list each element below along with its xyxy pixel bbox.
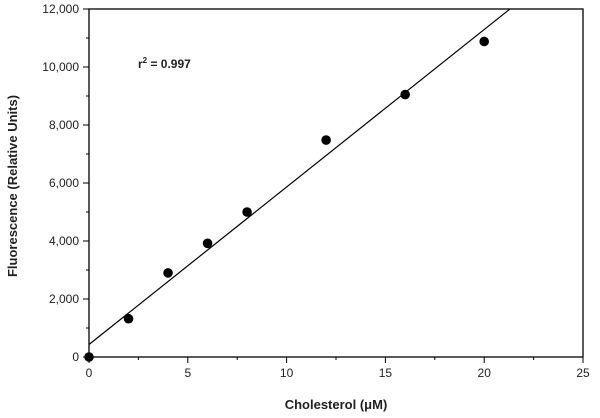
r-squared-annotation: r2 = 0.997 (138, 56, 191, 71)
y-axis-ticks: 0 2,000 4,000 6,000 8,000 10,000 12,000 (42, 2, 89, 364)
data-point (202, 238, 213, 249)
r-squared-exponent: 2 (143, 56, 148, 65)
x-axis-ticks: 0 5 10 15 20 25 (86, 357, 590, 380)
fit-line-group (88, 8, 511, 345)
x-tick-label: 15 (379, 366, 393, 380)
y-tick-label: 6,000 (49, 176, 79, 190)
data-point (321, 135, 331, 145)
r-squared-symbol: r (138, 57, 143, 71)
regression-line (88, 8, 511, 345)
data-point (163, 268, 173, 278)
data-point (123, 313, 134, 324)
y-tick-label: 0 (72, 350, 79, 364)
data-point (242, 207, 252, 217)
y-tick-label: 2,000 (49, 292, 79, 306)
y-axis-title: Fluorescence (Relative Units) (5, 95, 20, 277)
y-tick-label: 4,000 (49, 234, 79, 248)
y-tick-label: 12,000 (42, 2, 79, 16)
y-tick-label: 8,000 (49, 118, 79, 132)
x-tick-label: 20 (478, 366, 492, 380)
data-point (400, 89, 410, 100)
x-tick-label: 10 (280, 366, 294, 380)
x-axis-title: Cholesterol (μM) (285, 397, 388, 412)
data-point (479, 36, 490, 47)
data-points (84, 36, 490, 362)
x-tick-label: 5 (184, 366, 191, 380)
data-point (84, 352, 94, 362)
y-tick-label: 10,000 (42, 60, 79, 74)
r-squared-value: = 0.997 (147, 57, 191, 71)
x-tick-label: 0 (86, 366, 93, 380)
x-tick-label: 25 (576, 366, 590, 380)
